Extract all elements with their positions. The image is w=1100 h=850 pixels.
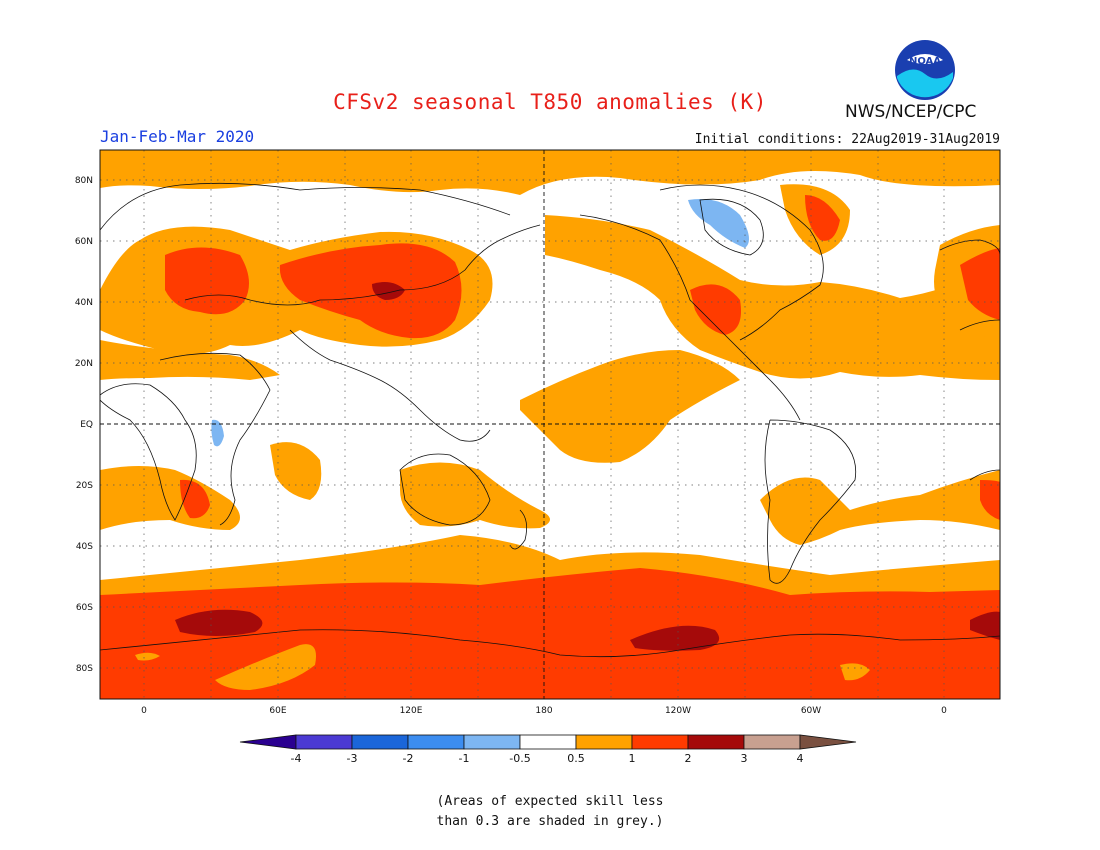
colorbar-swatch [295, 734, 353, 750]
colorbar-tick: 4 [797, 752, 804, 765]
noaa-logo-text: NOAA [909, 56, 941, 67]
lat-label: 40N [75, 298, 93, 308]
chart-title: CFSv2 seasonal T850 anomalies (K) [333, 90, 767, 114]
lon-label: 120W [665, 706, 691, 716]
colorbar-swatch [407, 734, 465, 750]
colorbar-swatch [463, 734, 521, 750]
lon-axis: 0 60E 120E 180 120W 60W 0 [141, 706, 947, 716]
colorbar-tick: -2 [403, 752, 414, 765]
footnote-line-1: (Areas of expected skill less [436, 794, 664, 809]
footnote: (Areas of expected skill less than 0.3 a… [0, 792, 1100, 832]
lon-label: 180 [535, 706, 552, 716]
lat-axis: 80N 60N 40N 20N EQ 20S 40S 60S 80S [75, 176, 93, 674]
footnote-line-2: than 0.3 are shaded in grey.) [436, 814, 664, 829]
season-label: Jan-Feb-Mar 2020 [100, 127, 255, 146]
map-frame [99, 149, 1001, 700]
colorbar-ticks: -4 -3 -2 -1 -0.5 0.5 1 2 3 4 [291, 752, 804, 765]
anomaly-field [100, 150, 1000, 699]
colorbar-tick: -4 [291, 752, 302, 765]
colorbar [239, 734, 857, 750]
coastlines [100, 182, 1000, 658]
lat-label: 80N [75, 176, 93, 186]
lat-label: 80S [76, 664, 93, 674]
colorbar-tick: -3 [347, 752, 358, 765]
lat-label: EQ [80, 420, 93, 430]
lat-label: 40S [76, 542, 93, 552]
colorbar-tick: -0.5 [509, 752, 530, 765]
colorbar-tick: -1 [459, 752, 470, 765]
lon-label: 0 [941, 706, 947, 716]
colorbar-tick: 1 [629, 752, 636, 765]
lat-label: 20S [76, 481, 93, 491]
lat-label: 60S [76, 603, 93, 613]
lon-label: 60E [269, 706, 286, 716]
noaa-logo: NOAA [895, 40, 955, 100]
colorbar-swatch [687, 734, 745, 750]
lon-label: 60W [801, 706, 821, 716]
lon-label: 0 [141, 706, 147, 716]
colorbar-swatch [631, 734, 689, 750]
organization-label: NWS/NCEP/CPC [845, 102, 977, 122]
lat-label: 60N [75, 237, 93, 247]
colorbar-arrow-low [239, 734, 297, 750]
graticule [100, 150, 1000, 699]
colorbar-swatch [575, 734, 633, 750]
colorbar-tick: 0.5 [567, 752, 585, 765]
colorbar-tick: 2 [685, 752, 692, 765]
colorbar-swatch [743, 734, 801, 750]
colorbar-tick: 3 [741, 752, 748, 765]
lat-label: 20N [75, 359, 93, 369]
colorbar-swatch [519, 734, 577, 750]
colorbar-swatch [351, 734, 409, 750]
lon-label: 120E [400, 706, 423, 716]
colorbar-arrow-high [799, 734, 857, 750]
initial-conditions-label: Initial conditions: 22Aug2019-31Aug2019 [694, 132, 1000, 147]
